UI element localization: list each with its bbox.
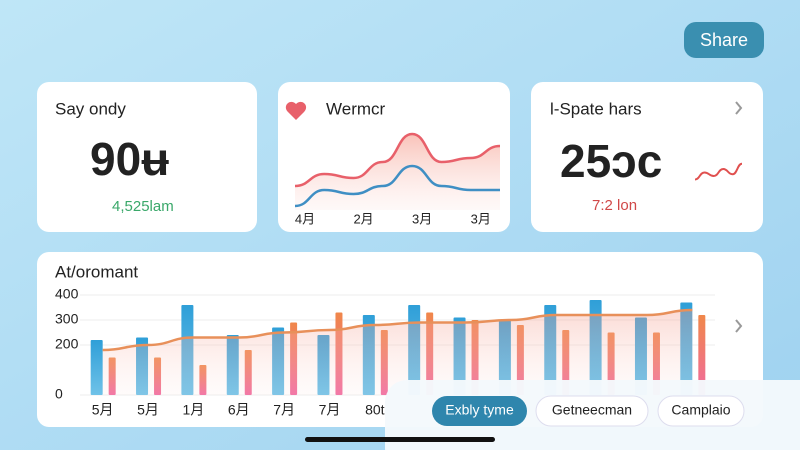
home-indicator (305, 437, 495, 442)
x-tick-label: 3月 (471, 211, 491, 226)
control-label: Camplaio (671, 402, 730, 418)
area (295, 134, 500, 210)
x-tick-label: 5月 (137, 402, 159, 418)
x-tick-label: 6月 (228, 402, 250, 418)
bar (90, 340, 103, 395)
card-title: Wermcr (326, 99, 386, 118)
line (294, 164, 500, 208)
control-button[interactable] (657, 395, 745, 427)
y-tick-label: 0 (55, 386, 63, 402)
card-value: 25ɔc (560, 135, 662, 187)
x-tick-label: 5月 (92, 402, 114, 418)
bar (698, 315, 706, 395)
card (37, 82, 257, 232)
card-title: l-Spate hars (550, 99, 642, 118)
line (102, 308, 693, 352)
control-label: Getneecman (552, 402, 632, 418)
x-tick-label: 2月 (353, 211, 373, 226)
x-tick-label: 4月 (295, 211, 315, 226)
chevron[interactable] (735, 319, 743, 333)
x-tick-label: 7月 (319, 402, 341, 418)
sparkline (694, 162, 743, 181)
x-tick-label: 7月 (273, 402, 295, 418)
line (294, 132, 501, 188)
main-title: At/oromant (55, 262, 138, 281)
share-button[interactable] (684, 22, 764, 58)
y-tick-label: 400 (55, 286, 79, 302)
x-tick-label: 1月 (182, 402, 204, 418)
card (531, 82, 763, 232)
share-label: Share (700, 30, 748, 50)
chevron[interactable] (735, 101, 743, 115)
heart-icon (285, 101, 307, 120)
y-tick-label: 300 (55, 311, 79, 327)
control-button[interactable] (535, 395, 649, 427)
x-tick-label: 80t (365, 402, 385, 418)
card-subtitle: 7:2 lon (592, 197, 637, 214)
area (102, 310, 693, 395)
card-value: 90ʉ (90, 133, 169, 185)
control-button[interactable] (432, 396, 527, 426)
x-tick-label: 3月 (412, 211, 432, 226)
y-tick-label: 200 (55, 336, 79, 352)
card-title: Say ondy (55, 99, 126, 118)
control-label: Exbly tyme (445, 402, 514, 418)
card-subtitle: 4,525lam (112, 198, 174, 215)
